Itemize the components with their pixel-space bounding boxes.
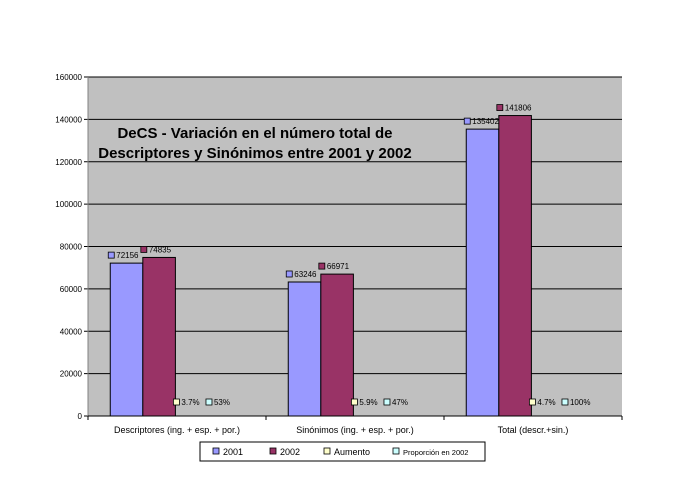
y-tick-label: 60000 [60, 285, 83, 294]
legend-swatch [269, 447, 277, 455]
x-axis: Descriptores (ing. + esp. + por.) Sinónim… [87, 415, 623, 435]
legend-label: Proporción en 2002 [403, 448, 468, 457]
data-label: 135402 [472, 117, 499, 126]
data-label: 5.9% [359, 398, 377, 407]
data-label: 53% [214, 398, 230, 407]
data-label: 74835 [149, 245, 172, 254]
gridlines [88, 76, 622, 375]
data-label-key [463, 117, 471, 125]
legend: 2001 2002 Aumento Proporción en 2002 [199, 441, 486, 462]
x-category-label: Descriptores (ing. + esp. + por.) [114, 425, 240, 435]
data-label-key [528, 398, 536, 406]
y-tick-label: 20000 [60, 370, 83, 379]
x-category-label: Sinónimos (ing. + esp. + por.) [296, 425, 414, 435]
data-label: 141806 [505, 104, 532, 113]
data-label: 47% [392, 398, 408, 407]
data-label-key [383, 398, 391, 406]
y-tick-label: 160000 [55, 73, 82, 82]
data-label-key [140, 246, 148, 253]
y-tick-label: 40000 [60, 327, 83, 336]
data-label-key [496, 104, 504, 111]
data-label-key [285, 270, 293, 278]
data-labels: 72156 74835 3.7% 53% 63246 66971 5.9% 47% 135402… [107, 104, 590, 407]
legend-label: 2002 [280, 447, 300, 457]
y-tick-label: 80000 [60, 243, 83, 252]
bar-2001 [465, 128, 500, 417]
data-label: 4.7% [537, 398, 555, 407]
legend-swatch [212, 447, 220, 455]
bar-2002 [320, 273, 354, 417]
bar-2001 [109, 262, 144, 417]
y-tick-label: 0 [78, 412, 83, 421]
x-category-label: Total (descr.+sin.) [498, 425, 569, 435]
data-label: 63246 [294, 270, 317, 279]
chart-title-line-2: Descriptores y Sinónimos entre 2001 y 20… [98, 145, 411, 162]
bar-2002 [142, 256, 176, 417]
chart-title-line-1: DeCS - Variación en el número total de [117, 125, 392, 142]
data-label-key [172, 398, 180, 406]
bar-2002 [498, 115, 532, 417]
legend-label: 2001 [223, 447, 243, 457]
data-label: 3.7% [181, 398, 199, 407]
data-label: 100% [570, 398, 590, 407]
legend-swatch [323, 447, 331, 455]
data-label-key [561, 398, 569, 406]
y-tick-label: 100000 [55, 200, 82, 209]
bars [109, 115, 532, 417]
data-label-key [205, 398, 213, 406]
y-axis: 0 20000 40000 60000 80000 100000 120000 140000 1… [55, 73, 89, 421]
y-tick-label: 120000 [55, 158, 82, 167]
data-label-key [107, 251, 115, 259]
legend-box [199, 441, 486, 462]
data-label: 66971 [327, 262, 350, 271]
bar-2001 [287, 281, 322, 417]
y-tick-label: 140000 [55, 115, 82, 124]
data-label-key [318, 262, 326, 270]
legend-label: Aumento [334, 447, 370, 457]
data-label-key [350, 398, 358, 406]
data-label: 72156 [116, 251, 139, 260]
legend-swatch [392, 447, 400, 455]
